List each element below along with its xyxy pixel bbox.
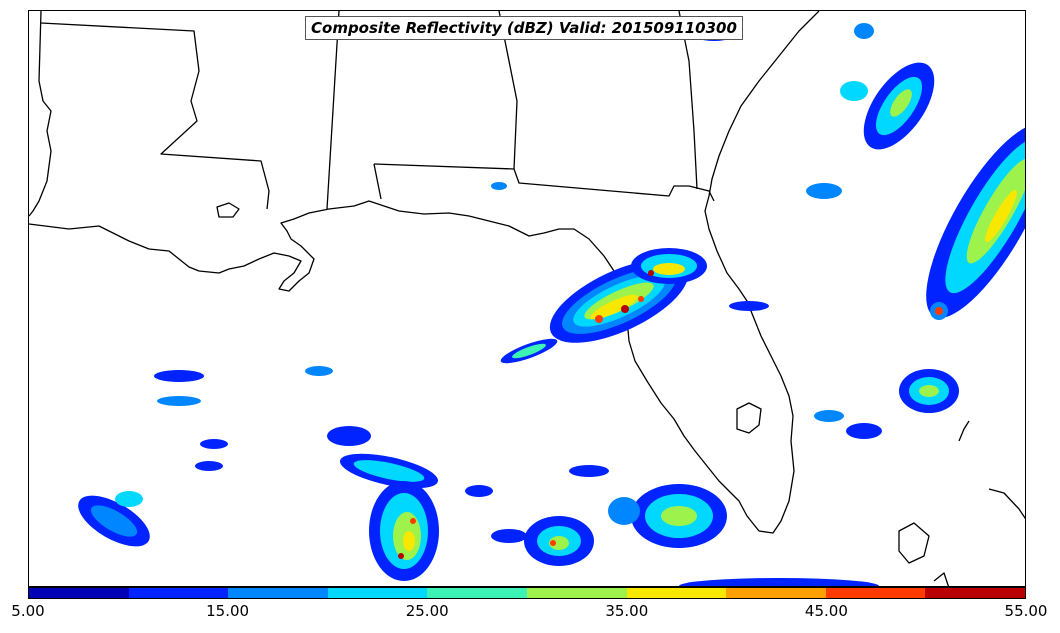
colorbar-segment (726, 588, 826, 598)
map-title: Composite Reflectivity (dBZ) Valid: 2015… (305, 16, 743, 40)
colorbar-segment (925, 588, 1025, 598)
colorbar-segment (327, 588, 428, 598)
colorbar-segment (626, 588, 727, 598)
colorbar-tick-label: 45.00 (804, 602, 848, 620)
state-border-lines (29, 11, 52, 217)
colorbar-segment (128, 588, 229, 598)
colorbar-segment (29, 588, 129, 598)
colorbar-tick-label: 25.00 (405, 602, 449, 620)
colorbar-scale (28, 587, 1026, 599)
colorbar-tick-label: 35.00 (605, 602, 649, 620)
colorbar-segment (825, 588, 926, 598)
colorbar-segment (526, 588, 627, 598)
colorbar-segment (228, 588, 328, 598)
map-canvas (29, 11, 1025, 586)
colorbar-tick-label: 15.00 (206, 602, 250, 620)
colorbar-segment (427, 588, 527, 598)
colorbar-tick-label: 5.00 (11, 602, 45, 620)
colorbar-tick-label: 55.00 (1004, 602, 1048, 620)
reflectivity-map: Composite Reflectivity (dBZ) Valid: 2015… (28, 10, 1026, 587)
colorbar-tick-labels: 5.00 15.00 25.00 35.00 45.00 55.00 (0, 602, 1060, 622)
